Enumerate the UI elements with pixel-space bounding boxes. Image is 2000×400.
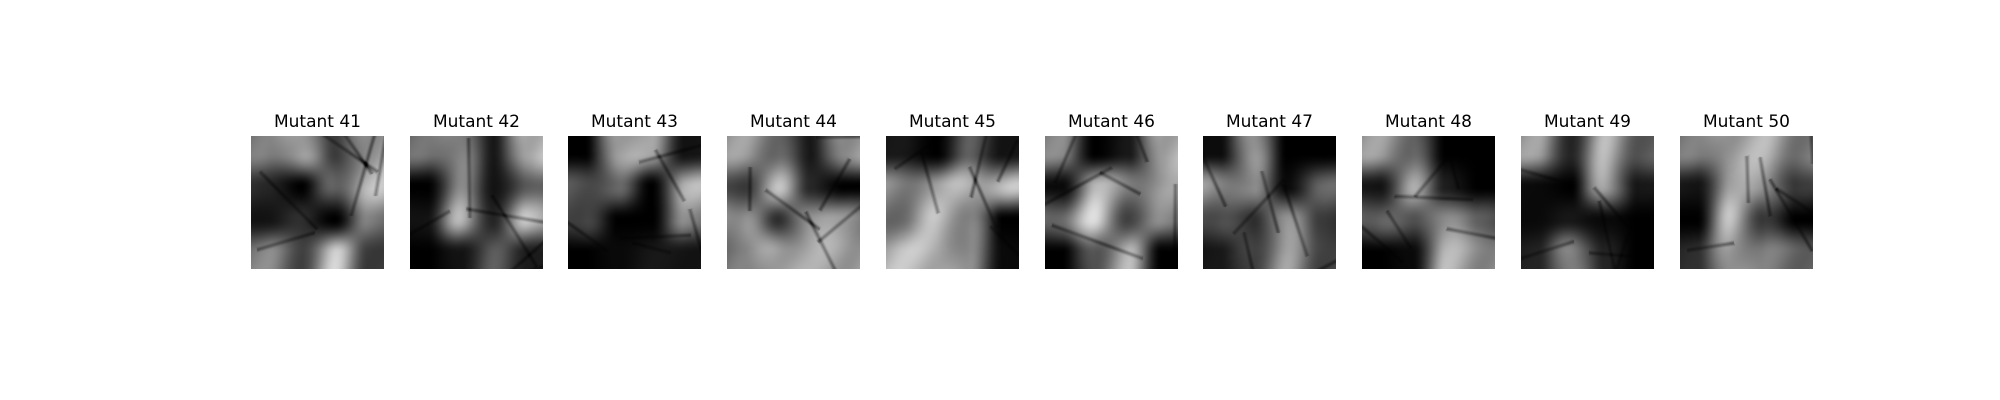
panel-mutant-46: Mutant 46 bbox=[1045, 112, 1178, 270]
panel-title: Mutant 47 bbox=[1225, 112, 1313, 132]
panel-mutant-50: Mutant 50 bbox=[1680, 112, 1813, 270]
mutant-image bbox=[1362, 136, 1495, 269]
mutant-image bbox=[251, 136, 384, 269]
panel-mutant-45: Mutant 45 bbox=[886, 112, 1019, 270]
mutant-image bbox=[410, 136, 543, 269]
panel-mutant-44: Mutant 44 bbox=[727, 112, 860, 270]
panel-mutant-47: Mutant 47 bbox=[1203, 112, 1336, 270]
panel-title: Mutant 46 bbox=[1067, 112, 1155, 132]
mutant-image bbox=[1521, 136, 1654, 269]
panel-mutant-43: Mutant 43 bbox=[568, 112, 701, 270]
mutant-image bbox=[1045, 136, 1178, 269]
panel-title: Mutant 48 bbox=[1384, 112, 1472, 132]
mutant-image bbox=[1203, 136, 1336, 269]
panel-title: Mutant 42 bbox=[432, 112, 520, 132]
mutant-image bbox=[727, 136, 860, 269]
panel-title: Mutant 45 bbox=[908, 112, 996, 132]
mutant-image bbox=[1680, 136, 1813, 269]
panel-mutant-42: Mutant 42 bbox=[410, 112, 543, 270]
panel-mutant-48: Mutant 48 bbox=[1362, 112, 1495, 270]
panel-title: Mutant 41 bbox=[273, 112, 361, 132]
panel-mutant-41: Mutant 41 bbox=[251, 112, 384, 270]
panel-title: Mutant 49 bbox=[1543, 112, 1631, 132]
panel-title: Mutant 50 bbox=[1702, 112, 1790, 132]
panel-title: Mutant 43 bbox=[590, 112, 678, 132]
panel-mutant-49: Mutant 49 bbox=[1521, 112, 1654, 270]
mutant-image bbox=[568, 136, 701, 269]
panel-title: Mutant 44 bbox=[749, 112, 837, 132]
mutant-image bbox=[886, 136, 1019, 269]
